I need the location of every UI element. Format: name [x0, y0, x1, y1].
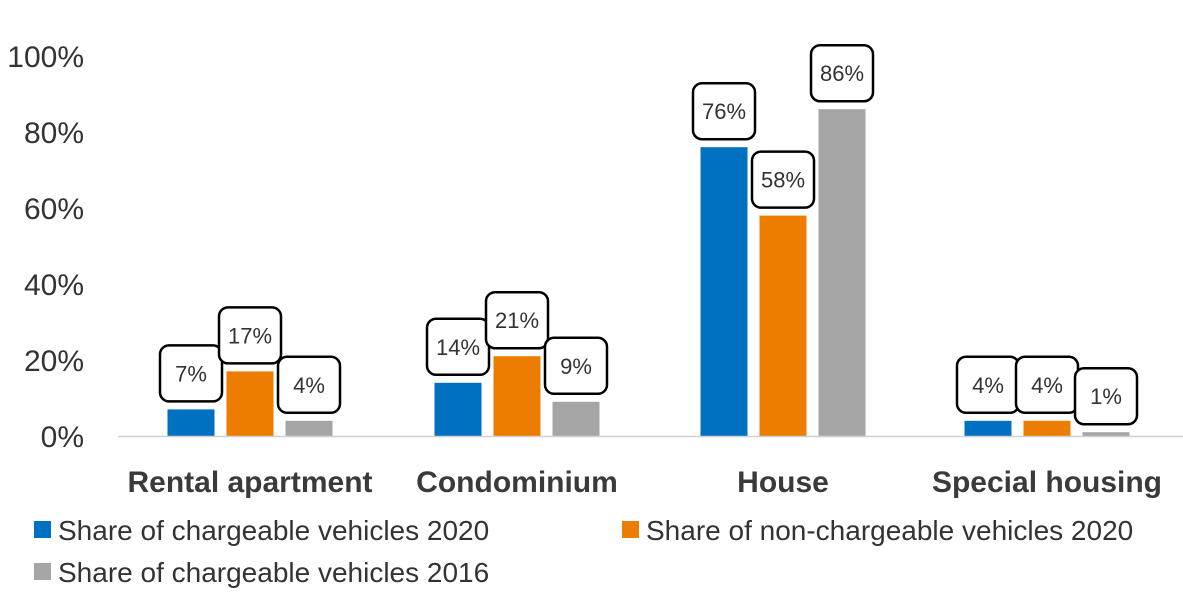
- data-labels-layer: 7% 17% 4% 14% 21% 9% 76% 58% 86% 4% 4% 1%: [158, 43, 1139, 426]
- legend-item: Share of non-chargeable vehicles 2020: [622, 515, 1133, 546]
- bar-series-2: [226, 371, 274, 436]
- y-tick-label: 80%: [24, 117, 84, 150]
- data-label: 4%: [276, 355, 342, 415]
- legend-label: Share of chargeable vehicles 2020: [58, 515, 489, 546]
- data-label: 21%: [484, 290, 550, 350]
- data-label-box: [1073, 366, 1139, 426]
- data-label: 9%: [543, 336, 609, 396]
- data-label-box: [750, 150, 816, 209]
- data-label-text: 86%: [820, 61, 864, 86]
- data-label-box: [809, 43, 875, 103]
- bar-series-2: [759, 215, 807, 436]
- x-axis: Rental apartment Condominium House Special …: [127, 466, 1162, 499]
- legend-label: Share of chargeable vehicles 2016: [58, 557, 489, 588]
- data-label: 58%: [750, 150, 816, 209]
- y-tick-label: 60%: [24, 193, 84, 226]
- data-label-text: 4%: [1031, 373, 1063, 398]
- data-label-text: 4%: [293, 373, 325, 398]
- x-category-label: Special housing: [932, 466, 1162, 499]
- data-label: 7%: [158, 344, 224, 403]
- legend-swatch: [34, 521, 51, 538]
- data-label-text: 4%: [972, 373, 1004, 398]
- y-axis: 0% 20% 40% 60% 80% 100%: [7, 41, 84, 454]
- legend: Share of chargeable vehicles 2020 Share o…: [34, 515, 1133, 588]
- legend-swatch: [34, 563, 51, 580]
- bar-series-1: [167, 409, 215, 436]
- data-label: 76%: [691, 81, 757, 141]
- bar-series-2: [1023, 420, 1071, 436]
- y-tick-label: 100%: [7, 41, 84, 74]
- bar-series-3: [285, 420, 333, 436]
- legend-item: Share of chargeable vehicles 2016: [34, 557, 489, 588]
- legend-swatch: [622, 521, 639, 538]
- data-label-text: 14%: [436, 335, 480, 360]
- data-label: 17%: [217, 306, 283, 365]
- data-label-box: [543, 336, 609, 396]
- bar-series-3: [552, 401, 600, 436]
- bar-series-1: [700, 147, 748, 436]
- data-label: 4%: [1014, 355, 1080, 415]
- data-label: 14%: [425, 317, 491, 377]
- data-label-box: [484, 290, 550, 350]
- legend-label: Share of non-chargeable vehicles 2020: [646, 515, 1133, 546]
- data-label-text: 76%: [702, 99, 746, 124]
- bar-series-3: [1082, 432, 1130, 436]
- bar-series-2: [493, 356, 541, 436]
- data-label: 86%: [809, 43, 875, 103]
- bars-layer: [167, 109, 1130, 436]
- data-label-text: 9%: [560, 354, 592, 379]
- data-label-text: 17%: [228, 323, 272, 348]
- x-category-label: Rental apartment: [127, 466, 372, 499]
- y-tick-label: 0%: [41, 421, 84, 454]
- x-category-label: House: [737, 466, 829, 499]
- data-label-text: 21%: [495, 308, 539, 333]
- data-label-box: [691, 81, 757, 141]
- data-label-text: 1%: [1090, 384, 1122, 409]
- legend-item: Share of chargeable vehicles 2020: [34, 515, 489, 546]
- bar-series-1: [964, 420, 1012, 436]
- data-label: 1%: [1073, 366, 1139, 426]
- y-tick-label: 20%: [24, 345, 84, 378]
- data-label-box: [158, 344, 224, 403]
- x-category-label: Condominium: [416, 466, 618, 499]
- data-label-box: [276, 355, 342, 415]
- bar-series-1: [434, 382, 482, 436]
- data-label-box: [217, 306, 283, 365]
- bar-series-3: [818, 109, 866, 436]
- data-label-text: 58%: [761, 168, 805, 193]
- data-label: 4%: [955, 355, 1021, 415]
- y-tick-label: 40%: [24, 269, 84, 302]
- data-label-text: 7%: [175, 361, 207, 386]
